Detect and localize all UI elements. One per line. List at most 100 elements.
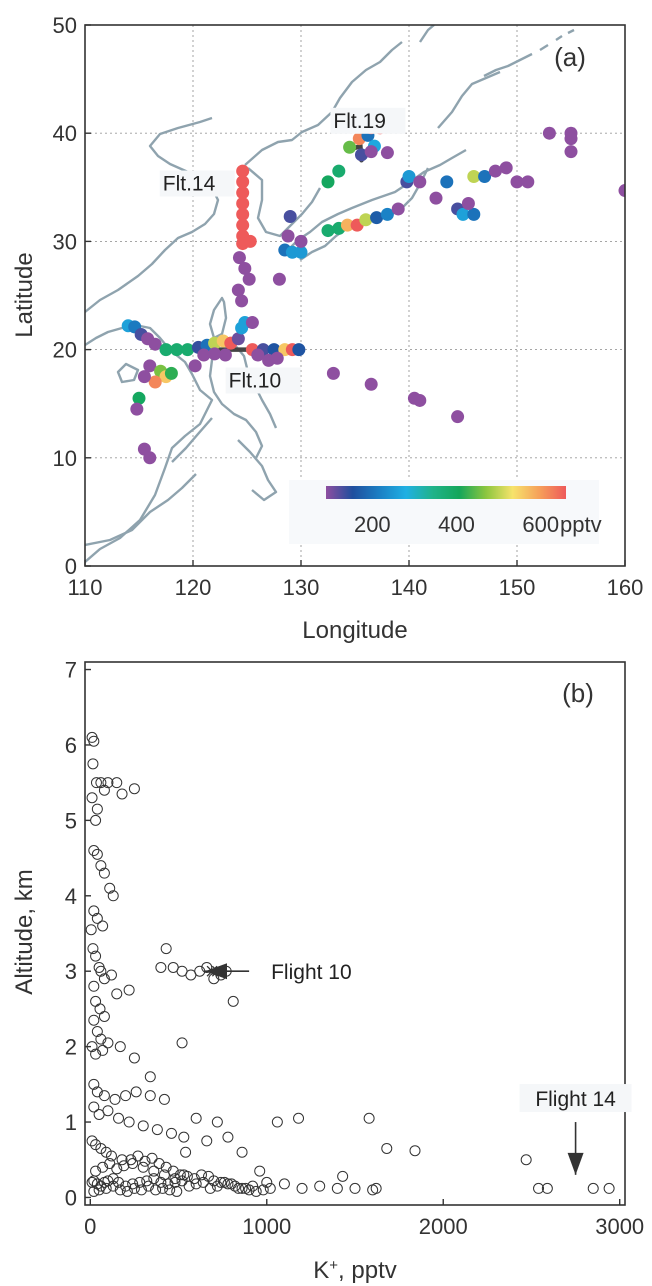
data-point (143, 451, 157, 465)
altitude-point (114, 1184, 126, 1196)
coastline-japan-kyushu (287, 148, 467, 251)
flight-label: Flt.10 (229, 369, 282, 392)
data-point (429, 191, 443, 205)
altitude-point (135, 1184, 147, 1196)
altitude-point (520, 1154, 532, 1166)
y-tick-label: 3 (65, 959, 77, 984)
flight-label: Flt.14 (163, 173, 216, 196)
altitude-point (102, 777, 114, 789)
altitude-point (95, 777, 107, 789)
y-tick-label: 4 (65, 884, 77, 909)
x-tick-label: 150 (499, 575, 536, 600)
x-tick-label: 1000 (242, 1214, 291, 1239)
panel-a-frame (84, 24, 626, 567)
panel-b-tag: (b) (562, 678, 594, 708)
data-point (488, 164, 502, 178)
altitude-point (91, 1026, 103, 1038)
altitude-point (157, 1182, 169, 1194)
x-tick-label: 120 (175, 575, 212, 600)
colorbar-tick-label: 400 (438, 512, 475, 537)
altitude-point (88, 905, 100, 917)
altitude-point (98, 784, 110, 796)
altitude-point (146, 1152, 158, 1164)
coastline-japan-north (437, 70, 501, 129)
coastline-hokkaido (483, 52, 533, 78)
altitude-point (148, 1173, 160, 1185)
y-tick-label: 40 (53, 121, 77, 146)
altitude-point (143, 1180, 155, 1192)
colorbar-tick-label: 200 (354, 512, 391, 537)
data-point (413, 175, 427, 189)
altitude-point (190, 1112, 202, 1124)
altitude-point (116, 788, 128, 800)
altitude-point (86, 792, 98, 804)
altitude-point (296, 1182, 308, 1194)
altitude-point (190, 1178, 202, 1190)
data-point (137, 370, 151, 384)
data-point (236, 164, 250, 178)
altitude-point (125, 1154, 137, 1166)
y-tick-label: 2 (65, 1035, 77, 1060)
y-tick-label: 5 (65, 808, 77, 833)
data-point (521, 175, 535, 189)
x-tick-label: 160 (607, 575, 644, 600)
altitude-point (153, 1158, 165, 1170)
coastline-sakhalin (419, 25, 435, 43)
altitude-point (109, 1093, 121, 1105)
data-point (391, 202, 405, 216)
data-point (181, 343, 195, 357)
x-tick-label: 2000 (419, 1214, 468, 1239)
altitude-point (88, 845, 100, 857)
altitude-point (90, 950, 102, 962)
altitude-point (236, 1182, 248, 1194)
data-point (159, 343, 173, 357)
panel-a-annotations: Flt.19 Flt.14 Flt.10 (159, 107, 406, 394)
annotation-label: Flight 14 (535, 1088, 616, 1111)
data-point (461, 197, 475, 211)
altitude-point (144, 1090, 156, 1102)
data-point (343, 140, 357, 154)
altitude-point (204, 1182, 216, 1194)
flight-label: Flt.19 (333, 110, 386, 133)
altitude-point (91, 848, 103, 860)
data-point (326, 366, 340, 380)
data-point (236, 218, 250, 232)
altitude-point (105, 969, 117, 981)
data-point (236, 186, 250, 200)
altitude-point (104, 1158, 116, 1170)
altitude-point (118, 1160, 130, 1172)
altitude-point (331, 1182, 343, 1194)
data-point (164, 366, 178, 380)
x-tick-label: 3000 (595, 1214, 644, 1239)
altitude-point (264, 1182, 276, 1194)
data-point (231, 332, 245, 346)
altitude-point (111, 988, 123, 1000)
data-point (243, 234, 257, 248)
altitude-point (227, 995, 239, 1007)
altitude-point (314, 1180, 326, 1192)
data-point (292, 343, 306, 357)
altitude-point (194, 965, 206, 977)
panel-a-ylabel: Latitude (11, 252, 38, 337)
altitude-point (123, 984, 135, 996)
data-point (413, 393, 427, 407)
annotation-label-backdrop (519, 1084, 632, 1113)
colorbar: 200 400 600 pptv (289, 480, 602, 544)
altitude-point (211, 1116, 223, 1128)
data-point (402, 169, 416, 183)
altitude-point (98, 867, 110, 879)
altitude-point (93, 1184, 105, 1196)
altitude-point (91, 1178, 103, 1190)
altitude-point (381, 1142, 393, 1154)
data-point (478, 169, 492, 183)
altitude-point (98, 1090, 110, 1102)
x-tick-label: 110 (67, 575, 102, 600)
altitude-point (167, 1165, 179, 1177)
altitude-point (86, 1135, 98, 1147)
altitude-point (87, 943, 99, 955)
panel-b-xlabel-sup: + (329, 1257, 338, 1274)
colorbar-ticks: 200 400 600 (354, 512, 559, 537)
